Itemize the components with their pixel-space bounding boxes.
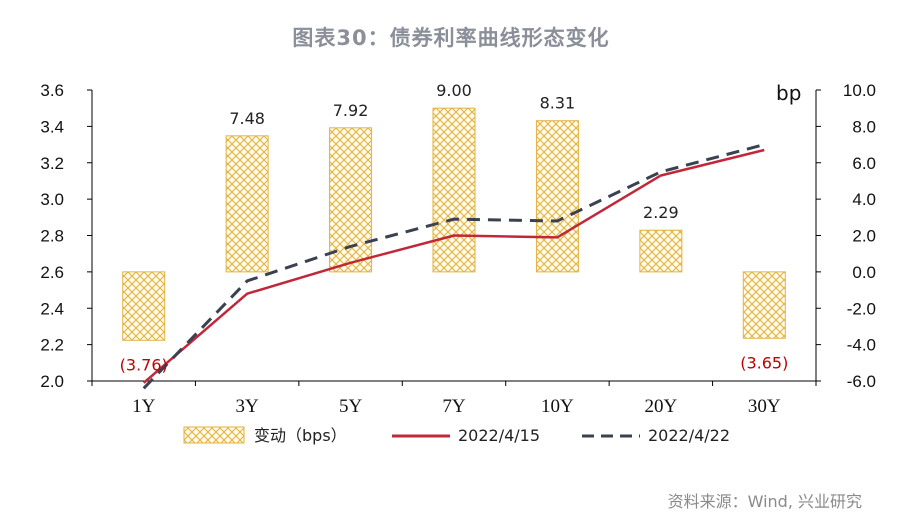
left-tick-label: 2.4 <box>40 299 64 318</box>
series-line <box>142 143 765 390</box>
right-tick-label: 8.0 <box>852 117 876 136</box>
data-labels: (3.76) 7.48 7.92 9.00 8.31 2.29 (3.65) <box>120 81 789 374</box>
left-tick-label: 3.6 <box>40 81 64 100</box>
right-tick-label: 0.0 <box>852 263 876 282</box>
bar <box>432 107 476 273</box>
bar-value-label: 9.00 <box>436 81 472 100</box>
left-tick-label: 2.6 <box>40 263 64 282</box>
x-tick-label: 30Y <box>748 396 781 417</box>
x-tick-label: 20Y <box>644 396 677 417</box>
legend-series-label: 2022/4/22 <box>648 426 730 445</box>
left-tick-label: 2.8 <box>40 227 64 246</box>
bar-value-label: 7.92 <box>333 101 369 120</box>
right-tick-label: 10.0 <box>843 81 876 100</box>
right-tick-label: -4.0 <box>847 336 876 355</box>
legend: 变动（bps） 2022/4/15 2022/4/22 <box>183 426 730 445</box>
x-tick-label: 1Y <box>132 396 156 417</box>
right-tick-label: -2.0 <box>847 299 876 318</box>
legend-bar-swatch <box>183 426 245 444</box>
bars <box>122 107 786 341</box>
x-tick-label: 10Y <box>541 396 574 417</box>
right-tick-label: 4.0 <box>852 190 876 209</box>
left-tick-label: 2.0 <box>40 372 64 391</box>
lines <box>142 143 765 390</box>
bar-value-label: (3.65) <box>740 353 788 372</box>
right-tick-label: -6.0 <box>847 372 876 391</box>
source-note: 资料来源：Wind, 兴业研究 <box>667 492 862 511</box>
series-line <box>142 148 765 384</box>
left-tick-label: 3.0 <box>40 190 64 209</box>
bar-value-label: 7.48 <box>229 109 265 128</box>
right-tick-label: 2.0 <box>852 227 876 246</box>
bar-value-label: 2.29 <box>643 203 679 222</box>
bar <box>639 229 683 273</box>
bar <box>225 135 269 273</box>
legend-series-label: 2022/4/15 <box>458 426 540 445</box>
bar <box>535 120 579 273</box>
bar-value-label: (3.76) <box>120 355 168 374</box>
bar <box>122 271 166 341</box>
left-tick-label: 3.4 <box>40 117 64 136</box>
bar-value-label: 8.31 <box>540 94 576 113</box>
x-tick-label: 7Y <box>442 396 466 417</box>
right-tick-label: 6.0 <box>852 154 876 173</box>
bar <box>742 271 786 339</box>
x-tick-label: 3Y <box>236 396 260 417</box>
chart-title: 图表30：债券利率曲线形态变化 <box>292 26 610 50</box>
left-tick-label: 2.2 <box>40 336 64 355</box>
legend-bar-label: 变动（bps） <box>254 426 347 445</box>
right-axis-unit: bp <box>776 81 801 105</box>
x-tick-label: 5Y <box>339 396 363 417</box>
axes: 2.0 2.2 2.4 2.6 2.8 3.0 3.2 3.4 3.6 -6.0 -4.0 -2.0 0… <box>40 81 876 417</box>
left-tick-label: 3.2 <box>40 154 64 173</box>
